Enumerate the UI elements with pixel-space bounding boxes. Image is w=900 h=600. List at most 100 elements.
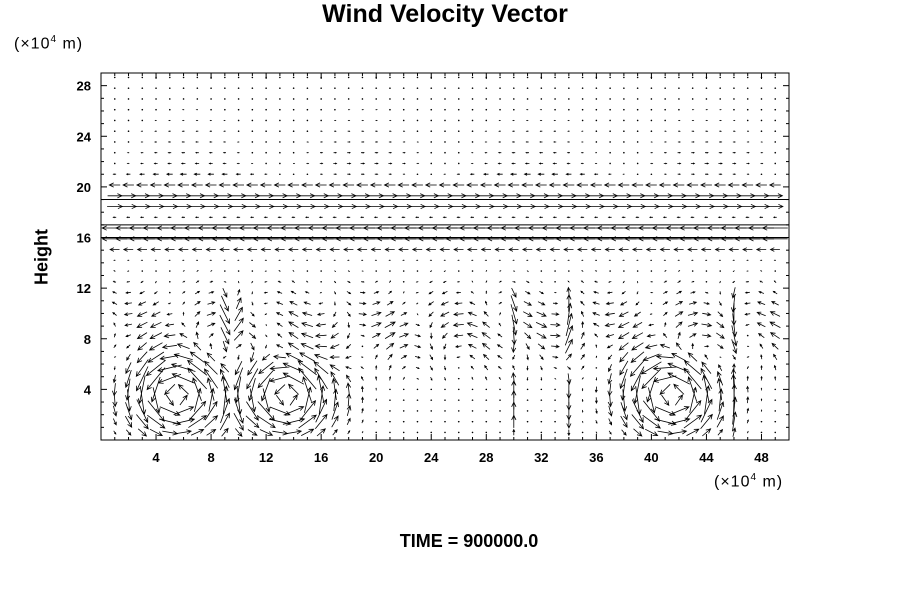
vector-arrow	[288, 331, 299, 340]
x-tick-label: 8	[207, 450, 214, 465]
vector-arrow	[305, 259, 308, 261]
vector-arrow	[152, 387, 161, 414]
vector-arrow	[674, 394, 684, 406]
vector-arrow	[623, 76, 625, 79]
vector-arrow	[539, 119, 543, 122]
vector-arrow	[686, 428, 700, 436]
vector-arrow	[731, 325, 738, 347]
vector-arrow	[265, 334, 268, 338]
vector-arrow	[113, 356, 117, 358]
vector-arrow	[760, 119, 763, 122]
vector-arrow	[689, 386, 698, 413]
vector-arrow	[166, 172, 173, 176]
vector-arrow	[223, 130, 226, 132]
vector-arrow	[705, 173, 709, 176]
vector-arrow	[314, 367, 328, 390]
vector-arrow	[146, 367, 166, 391]
vector-arrow	[645, 247, 657, 252]
vector-arrow	[483, 173, 489, 176]
vector-arrow	[687, 376, 698, 402]
vector-arrow	[499, 420, 501, 423]
vector-arrow	[389, 76, 391, 79]
vector-arrow	[675, 321, 683, 328]
vector-arrow	[700, 413, 713, 430]
vector-arrow	[237, 354, 240, 361]
vector-arrow	[663, 280, 668, 283]
vector-arrow	[112, 312, 117, 316]
vector-arrow	[712, 203, 729, 210]
vector-arrow	[361, 419, 364, 424]
vector-arrow	[580, 300, 585, 306]
vector-arrow	[247, 360, 258, 376]
vector-arrow	[498, 141, 501, 143]
vector-arrow	[170, 363, 196, 372]
vector-arrow	[194, 311, 201, 317]
vector-arrow	[206, 352, 216, 362]
vector-arrow	[231, 193, 247, 199]
vector-arrow	[334, 108, 336, 111]
vector-arrow	[550, 322, 561, 328]
vector-arrow	[650, 162, 654, 165]
vector-arrow	[609, 87, 611, 89]
vector-arrow	[453, 311, 464, 317]
vector-arrow	[304, 291, 310, 294]
vector-arrow	[246, 401, 259, 421]
vector-arrow	[566, 162, 571, 165]
vector-arrow	[195, 130, 199, 132]
vector-arrow	[719, 141, 723, 143]
vector-arrow	[664, 130, 667, 132]
vector-arrow	[372, 301, 381, 305]
vector-arrow	[772, 216, 777, 219]
vector-arrow	[220, 375, 228, 403]
vector-arrow	[124, 323, 132, 327]
vector-arrow	[668, 406, 690, 416]
vector-arrow	[526, 431, 529, 434]
vector-arrow	[499, 270, 502, 272]
vector-arrow	[526, 388, 529, 391]
vector-arrow	[389, 388, 391, 391]
vector-arrow	[548, 182, 561, 188]
vector-arrow	[590, 247, 602, 252]
vector-arrow	[671, 193, 688, 199]
vector-arrow	[425, 247, 436, 252]
vector-arrow	[290, 290, 297, 295]
vector-arrow	[580, 331, 585, 339]
vector-arrow	[642, 400, 661, 422]
vector-arrow	[470, 365, 475, 370]
vector-arrow	[451, 193, 467, 199]
vector-arrow	[464, 203, 482, 210]
vector-arrow	[608, 405, 613, 417]
vector-arrow	[113, 130, 116, 133]
vector-arrow	[331, 401, 339, 420]
vector-arrow	[652, 365, 677, 371]
vector-arrow	[439, 247, 450, 252]
vector-arrow	[182, 311, 185, 316]
vector-arrow	[269, 375, 290, 383]
vector-arrow	[355, 193, 371, 199]
vector-arrow	[567, 429, 571, 437]
vector-arrow	[701, 361, 712, 374]
vector-arrow	[306, 108, 309, 111]
vector-arrow	[136, 332, 148, 340]
vector-arrow	[566, 373, 572, 385]
vector-arrow	[646, 333, 656, 338]
vector-arrow	[512, 259, 515, 261]
vector-arrow	[334, 98, 336, 100]
vector-arrow	[125, 378, 131, 401]
vector-arrow	[678, 76, 680, 79]
vector-arrow	[375, 420, 378, 423]
x-tick-label: 40	[644, 450, 658, 465]
vector-arrow	[389, 431, 391, 434]
vector-arrow	[746, 151, 750, 154]
vector-arrow	[141, 98, 144, 100]
vector-arrow	[279, 141, 281, 143]
vector-arrow	[760, 130, 763, 133]
vector-arrow	[602, 203, 619, 210]
vector-arrow	[291, 280, 296, 284]
vector-arrow	[112, 291, 117, 294]
vector-arrow	[444, 108, 446, 111]
vector-arrow	[176, 343, 190, 349]
vector-arrow	[526, 270, 529, 273]
vector-arrow	[540, 76, 543, 79]
vector-arrow	[508, 247, 519, 252]
